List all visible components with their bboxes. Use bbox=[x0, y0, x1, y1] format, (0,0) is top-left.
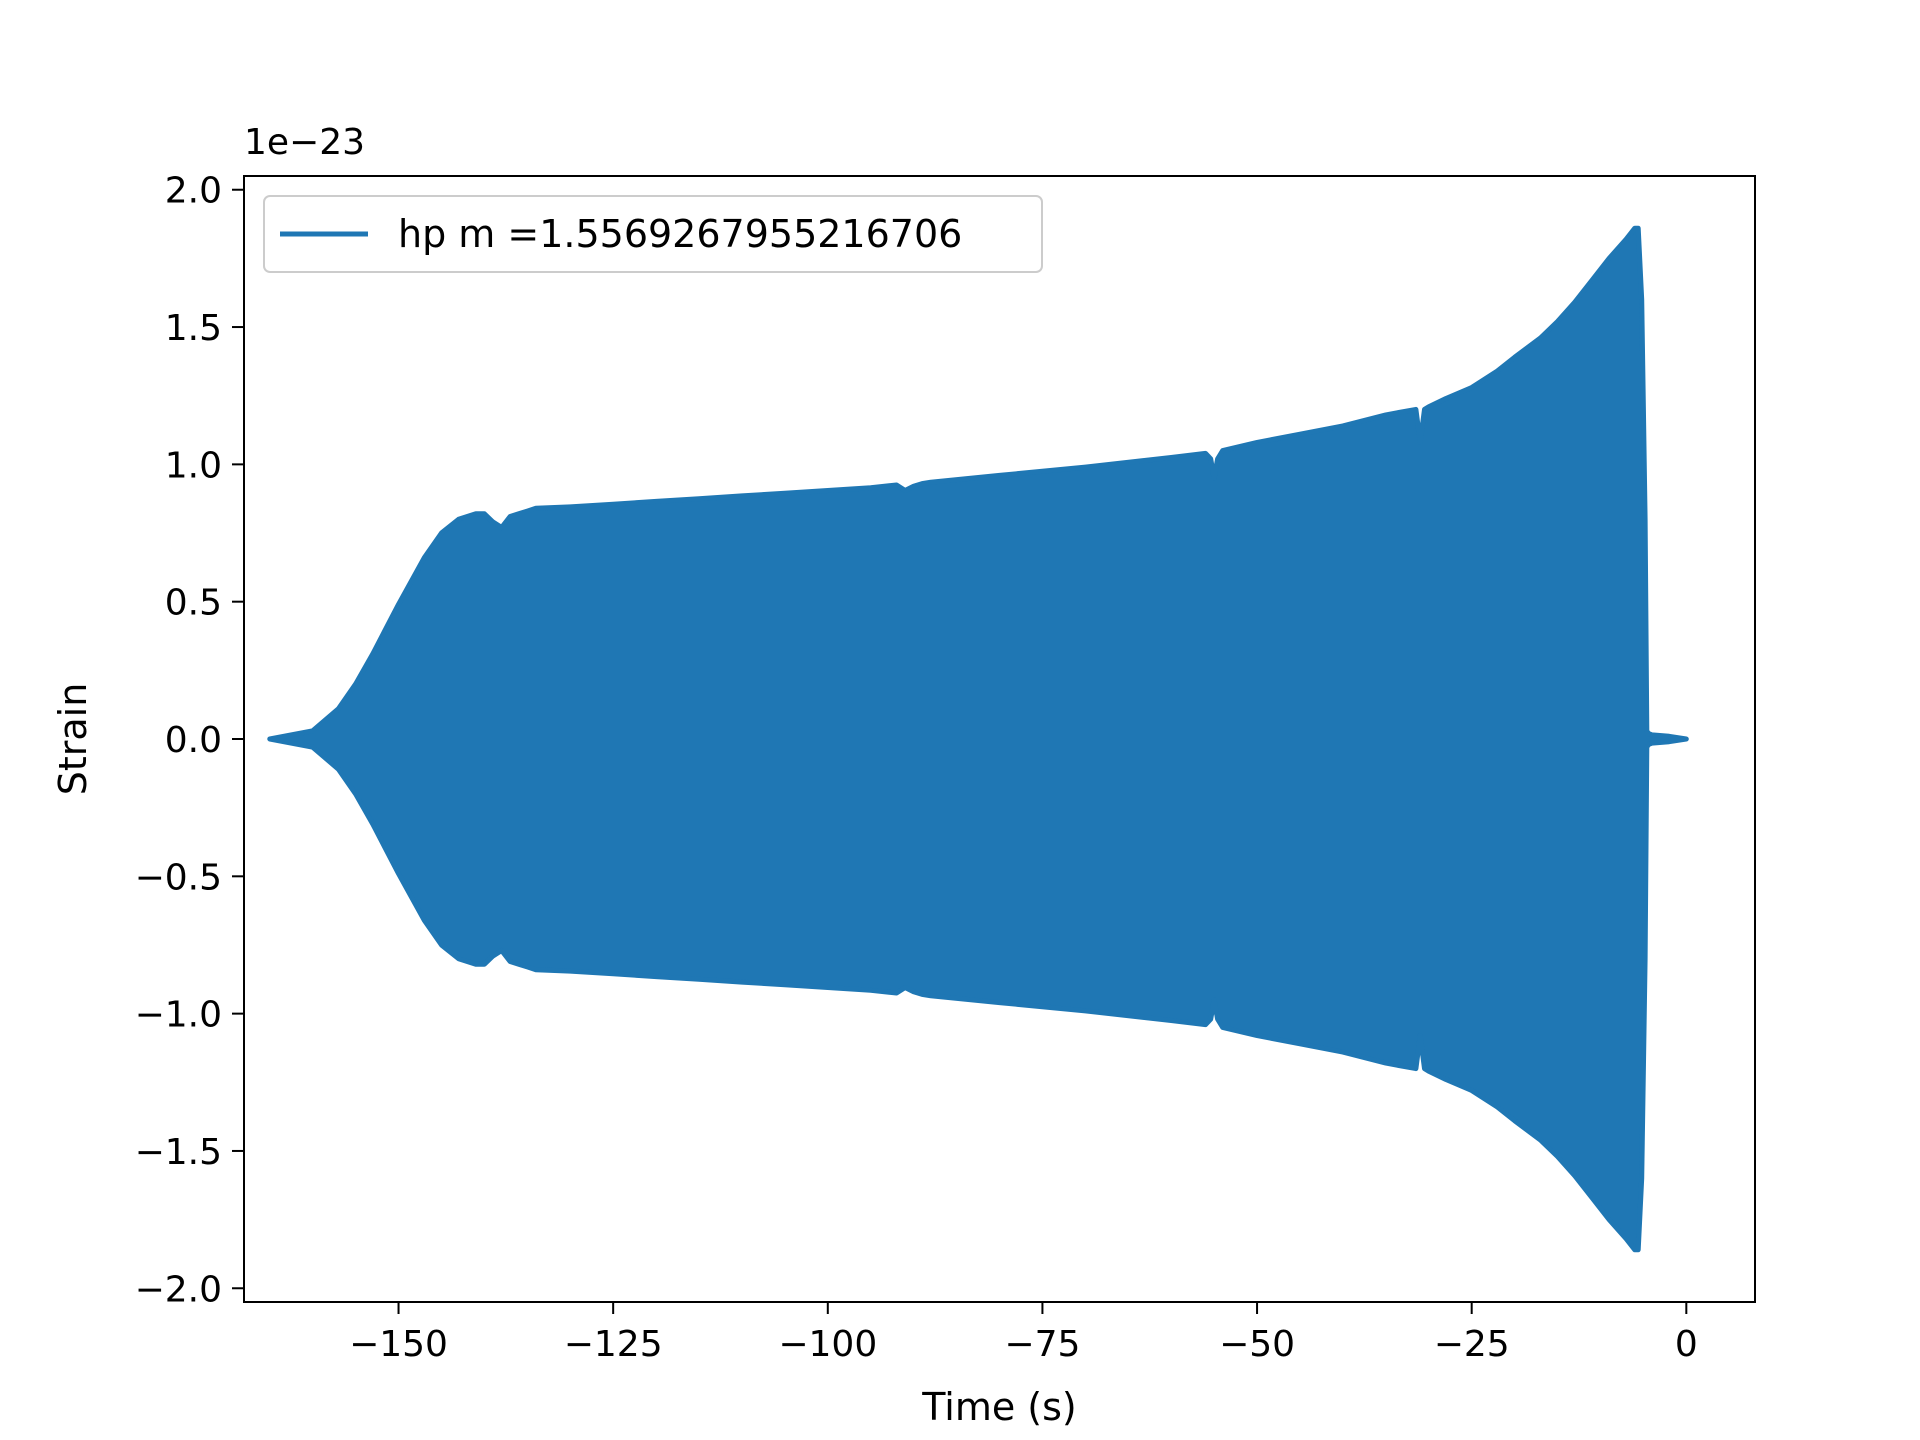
y-axis-label: Strain bbox=[51, 683, 95, 796]
y-tick-label: 2.0 bbox=[165, 171, 222, 212]
y-axis: 2.0 1.5 1.0 0.5 0.0 −0.5 −1.0 −1.5 −2.0 bbox=[135, 171, 244, 1310]
x-tick-label: −100 bbox=[778, 1324, 877, 1365]
x-axis-label: Time (s) bbox=[921, 1385, 1077, 1429]
y-tick-label: 0.5 bbox=[165, 583, 222, 624]
legend-box bbox=[263, 195, 1043, 273]
x-tick-label: −125 bbox=[564, 1324, 663, 1365]
x-axis: −150 −125 −100 −75 −50 −25 0 bbox=[349, 1302, 1698, 1365]
series-layer bbox=[267, 225, 1689, 1253]
series-0-waveform bbox=[267, 225, 1689, 1253]
x-tick-label: −25 bbox=[1434, 1324, 1510, 1365]
y-tick-label: −1.0 bbox=[135, 995, 222, 1036]
y-offset-label: 1e−23 bbox=[244, 122, 365, 163]
legend: hp m =1.5569267955216706 bbox=[263, 195, 1043, 273]
x-tick-label: −50 bbox=[1219, 1324, 1295, 1365]
legend-entry-label: hp m =1.5569267955216706 bbox=[398, 212, 962, 256]
y-tick-label: 1.5 bbox=[165, 308, 222, 349]
x-tick-label: −150 bbox=[349, 1324, 448, 1365]
y-tick-label: −2.0 bbox=[135, 1269, 222, 1310]
y-tick-label: −0.5 bbox=[135, 857, 222, 898]
x-tick-label: −75 bbox=[1004, 1324, 1080, 1365]
y-tick-label: −1.5 bbox=[135, 1132, 222, 1173]
y-tick-label: 1.0 bbox=[165, 445, 222, 486]
x-tick-label: 0 bbox=[1675, 1324, 1698, 1365]
y-tick-label: 0.0 bbox=[165, 720, 222, 761]
